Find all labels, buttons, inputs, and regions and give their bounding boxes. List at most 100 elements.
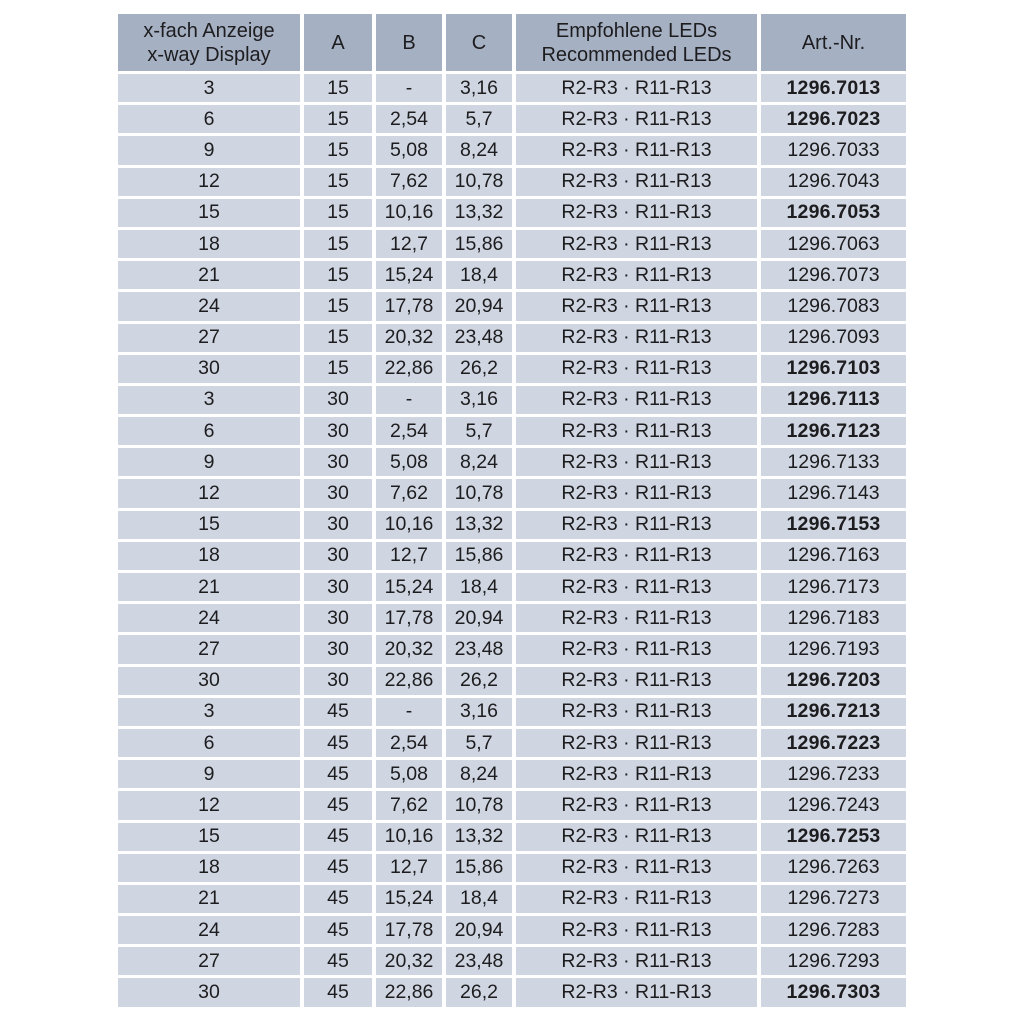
cell-art-nr: 1296.7303 [759, 976, 906, 1007]
cell-b: 2,54 [374, 103, 446, 137]
table-row: 15 45 10,16 13,32 R2-R3 · R11-R13 1296.7… [118, 821, 906, 854]
cell-x-way: 18 [118, 540, 304, 574]
cell-art-nr: 1296.7173 [759, 571, 906, 605]
cell-art-nr: 1296.7253 [759, 821, 906, 854]
cell-b: 20,32 [374, 633, 446, 667]
cell-leds: R2-R3 · R11-R13 [514, 540, 761, 574]
header-b: B [374, 14, 446, 74]
cell-x-way: 30 [118, 665, 304, 698]
cell-x-way: 30 [118, 353, 304, 386]
cell-leds: R2-R3 · R11-R13 [514, 665, 761, 698]
cell-leds: R2-R3 · R11-R13 [514, 789, 761, 823]
cell-leds: R2-R3 · R11-R13 [514, 914, 761, 948]
cell-c: 13,32 [444, 197, 516, 230]
cell-art-nr: 1296.7033 [759, 134, 906, 168]
cell-a: 45 [302, 758, 376, 792]
cell-leds: R2-R3 · R11-R13 [514, 602, 761, 636]
cell-c: 8,24 [444, 446, 516, 480]
cell-x-way: 15 [118, 509, 304, 542]
table-row: 27 15 20,32 23,48 R2-R3 · R11-R13 1296.7… [118, 322, 906, 355]
cell-b: 7,62 [374, 477, 446, 511]
cell-c: 26,2 [444, 353, 516, 386]
cell-art-nr: 1296.7203 [759, 665, 906, 698]
cell-c: 18,4 [444, 883, 516, 917]
cell-a: 45 [302, 727, 376, 761]
cell-art-nr: 1296.7093 [759, 322, 906, 355]
cell-a: 15 [302, 290, 376, 324]
cell-c: 26,2 [444, 665, 516, 698]
cell-art-nr: 1296.7013 [759, 72, 906, 106]
cell-x-way: 3 [118, 72, 304, 106]
cell-b: 20,32 [374, 322, 446, 355]
cell-a: 30 [302, 665, 376, 698]
table-row: 3 15 - 3,16 R2-R3 · R11-R13 1296.7013 [118, 72, 906, 106]
cell-a: 30 [302, 571, 376, 605]
cell-c: 15,86 [444, 852, 516, 885]
cell-x-way: 3 [118, 696, 304, 729]
cell-art-nr: 1296.7123 [759, 415, 906, 449]
table-row: 9 15 5,08 8,24 R2-R3 · R11-R13 1296.7033 [118, 134, 906, 168]
cell-art-nr: 1296.7153 [759, 509, 906, 542]
cell-leds: R2-R3 · R11-R13 [514, 72, 761, 106]
cell-b: 12,7 [374, 540, 446, 574]
cell-b: 17,78 [374, 914, 446, 948]
cell-x-way: 24 [118, 602, 304, 636]
cell-b: 7,62 [374, 166, 446, 199]
cell-art-nr: 1296.7273 [759, 883, 906, 917]
cell-c: 26,2 [444, 976, 516, 1007]
header-x-way-display: x-fach Anzeige x-way Display [118, 14, 304, 74]
cell-x-way: 30 [118, 976, 304, 1007]
cell-art-nr: 1296.7233 [759, 758, 906, 792]
cell-b: 2,54 [374, 727, 446, 761]
cell-b: 5,08 [374, 758, 446, 792]
cell-a: 15 [302, 259, 376, 293]
cell-art-nr: 1296.7293 [759, 945, 906, 979]
cell-leds: R2-R3 · R11-R13 [514, 727, 761, 761]
cell-b: 22,86 [374, 976, 446, 1007]
cell-leds: R2-R3 · R11-R13 [514, 134, 761, 168]
table-row: 27 45 20,32 23,48 R2-R3 · R11-R13 1296.7… [118, 945, 906, 979]
cell-art-nr: 1296.7073 [759, 259, 906, 293]
header-a: A [302, 14, 376, 74]
cell-b: 22,86 [374, 665, 446, 698]
cell-x-way: 21 [118, 883, 304, 917]
cell-x-way: 9 [118, 134, 304, 168]
table-row: 18 45 12,7 15,86 R2-R3 · R11-R13 1296.72… [118, 852, 906, 885]
cell-a: 15 [302, 72, 376, 106]
cell-c: 5,7 [444, 415, 516, 449]
table-row: 6 15 2,54 5,7 R2-R3 · R11-R13 1296.7023 [118, 103, 906, 137]
cell-x-way: 15 [118, 821, 304, 854]
table-row: 21 15 15,24 18,4 R2-R3 · R11-R13 1296.70… [118, 259, 906, 293]
cell-c: 20,94 [444, 914, 516, 948]
cell-x-way: 27 [118, 945, 304, 979]
cell-leds: R2-R3 · R11-R13 [514, 103, 761, 137]
cell-c: 18,4 [444, 259, 516, 293]
table-row: 6 30 2,54 5,7 R2-R3 · R11-R13 1296.7123 [118, 415, 906, 449]
cell-leds: R2-R3 · R11-R13 [514, 384, 761, 418]
cell-leds: R2-R3 · R11-R13 [514, 883, 761, 917]
cell-c: 15,86 [444, 540, 516, 574]
cell-x-way: 27 [118, 322, 304, 355]
cell-art-nr: 1296.7063 [759, 228, 906, 262]
cell-a: 30 [302, 540, 376, 574]
cell-leds: R2-R3 · R11-R13 [514, 446, 761, 480]
cell-leds: R2-R3 · R11-R13 [514, 852, 761, 885]
product-table: x-fach Anzeige x-way Display A B C Empfo… [118, 14, 906, 1007]
cell-a: 15 [302, 166, 376, 199]
cell-a: 45 [302, 821, 376, 854]
table-row: 12 15 7,62 10,78 R2-R3 · R11-R13 1296.70… [118, 166, 906, 199]
cell-c: 8,24 [444, 134, 516, 168]
cell-art-nr: 1296.7193 [759, 633, 906, 667]
cell-x-way: 21 [118, 259, 304, 293]
header-x-way-line2: x-way Display [147, 43, 271, 66]
cell-a: 45 [302, 696, 376, 729]
cell-c: 13,32 [444, 821, 516, 854]
cell-a: 15 [302, 322, 376, 355]
cell-a: 45 [302, 976, 376, 1007]
cell-a: 45 [302, 789, 376, 823]
cell-c: 23,48 [444, 633, 516, 667]
cell-art-nr: 1296.7283 [759, 914, 906, 948]
table-header: x-fach Anzeige x-way Display A B C Empfo… [118, 14, 906, 74]
cell-b: 22,86 [374, 353, 446, 386]
cell-c: 10,78 [444, 789, 516, 823]
